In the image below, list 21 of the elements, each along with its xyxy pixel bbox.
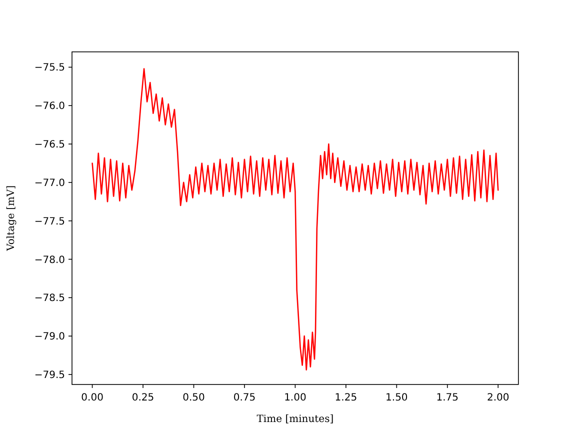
x-tick-label: 2.00 [486, 392, 510, 404]
y-tick-label: −78.5 [34, 293, 65, 304]
x-tick-label: 1.75 [436, 392, 459, 404]
y-axis-title: Voltage [mV] [6, 185, 17, 252]
x-tick-label: 0.25 [132, 392, 154, 404]
y-tick-label: −75.5 [34, 62, 65, 74]
x-tick-label: 1.25 [334, 392, 358, 404]
x-tick-label: 0.00 [81, 392, 104, 404]
y-tick-label: −79.0 [34, 332, 65, 343]
x-tick-label: 1.00 [284, 392, 306, 404]
y-tick-label: −79.5 [34, 370, 65, 381]
y-tick-label: −77.0 [34, 178, 65, 189]
y-tick-label: −76.5 [34, 140, 65, 151]
x-tick-label: 0.50 [182, 392, 205, 404]
x-tick-label: 0.75 [233, 392, 256, 404]
line-series [92, 68, 499, 371]
x-tick-label: 1.50 [386, 392, 408, 404]
y-tick-label: −78.0 [34, 254, 65, 266]
x-axis-title: Time [minutes] [256, 414, 334, 425]
y-tick-label: −77.5 [34, 216, 65, 228]
y-tick-label: −76.0 [34, 101, 65, 112]
